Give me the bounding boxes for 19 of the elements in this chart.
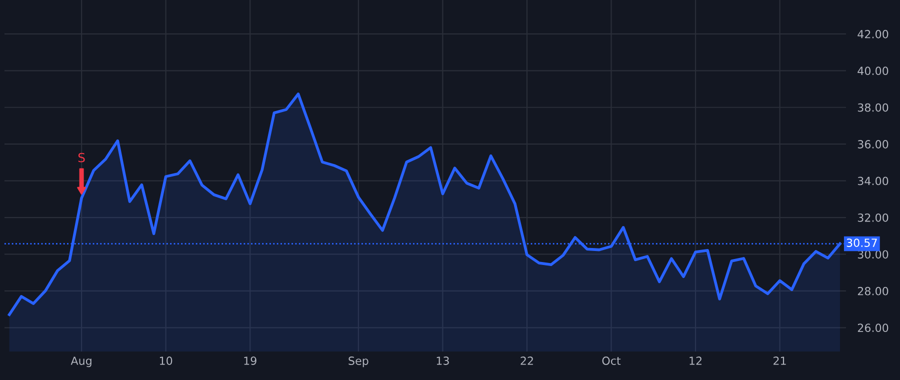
y-tick-label: 28.00 <box>858 286 888 296</box>
x-tick-label: Sep <box>348 356 368 368</box>
x-tick-label: Aug <box>70 356 92 368</box>
y-tick-label: 26.00 <box>858 324 888 332</box>
x-tick-label: 22 <box>520 356 533 365</box>
y-tick-label: 42.00 <box>858 30 888 38</box>
x-tick-label: 21 <box>774 356 786 365</box>
y-tick-label: 38.00 <box>858 103 888 112</box>
x-tick-label: 13 <box>436 356 449 365</box>
annotation: S <box>78 152 85 162</box>
x-tick-label: 12 <box>690 356 702 365</box>
y-tick-label: 32.00 <box>858 213 888 222</box>
x-tick-label: Oct <box>602 356 621 365</box>
x-tick-label: 19 <box>244 356 256 365</box>
x-tick-label: 10 <box>160 356 172 365</box>
y-tick-label: 40.00 <box>858 66 888 76</box>
y-tick-label: 34.00 <box>858 176 888 186</box>
ref-line-label: 30.57 <box>846 238 877 247</box>
y-tick-label: 36.00 <box>858 140 888 148</box>
